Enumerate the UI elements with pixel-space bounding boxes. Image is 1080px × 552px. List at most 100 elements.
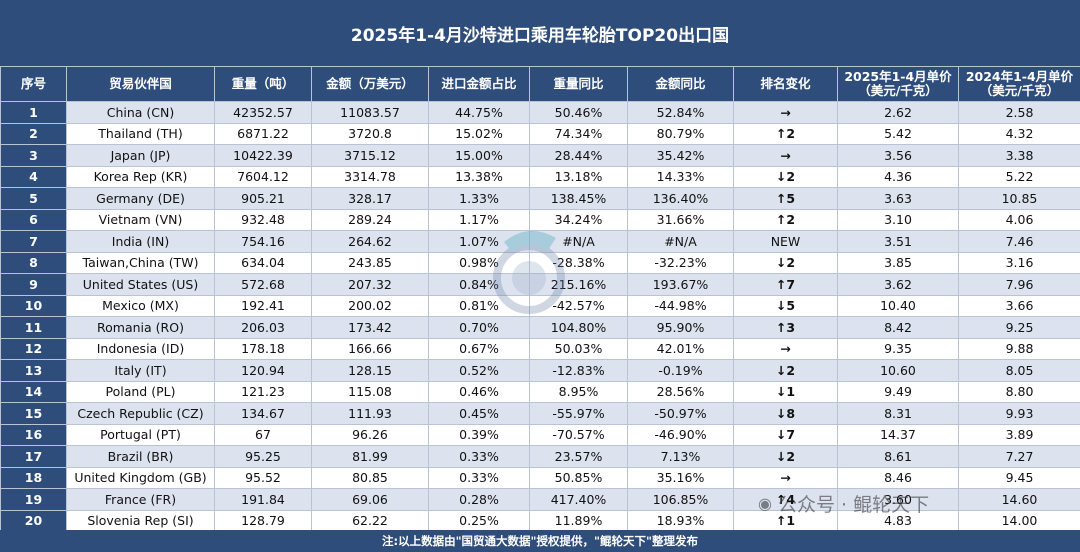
- cell-price-2025: 3.51: [837, 230, 959, 253]
- cell-amount-yoy: 95.90%: [627, 316, 734, 339]
- cell-idx: 17: [0, 445, 67, 468]
- cell-partner: Indonesia (ID): [66, 337, 215, 360]
- cell-amount-yoy: 193.67%: [627, 273, 734, 296]
- cell-amount: 62.22: [311, 509, 429, 532]
- cell-amount-yoy: 14.33%: [627, 165, 734, 188]
- cell-rank-change: →: [733, 337, 838, 360]
- tire-import-table: 序号 贸易伙伴国 重量（吨） 金额（万美元） 进口金额占比 重量同比 金额同比 …: [0, 66, 1080, 532]
- cell-weight: 905.21: [214, 187, 312, 210]
- cell-weight-yoy: 50.85%: [529, 466, 628, 489]
- cell-idx: 9: [0, 273, 67, 296]
- table-row: 11 Romania (RO) 206.03 173.42 0.70% 104.80% 95…: [0, 316, 1080, 339]
- cell-price-2024: 3.89: [958, 423, 1080, 446]
- cell-price-2024: 9.88: [958, 337, 1080, 360]
- cell-price-2024: 8.80: [958, 380, 1080, 403]
- cell-amount-yoy: -44.98%: [627, 294, 734, 317]
- cell-share: 44.75%: [428, 101, 530, 124]
- cell-price-2025: 8.31: [837, 402, 959, 425]
- cell-idx: 11: [0, 316, 67, 339]
- cell-share: 0.81%: [428, 294, 530, 317]
- col-header-price-2025: 2025年1-4月单价（美元/千克）: [837, 66, 959, 102]
- cell-rank-change: ↑1: [733, 509, 838, 532]
- cell-rank-change: NEW: [733, 230, 838, 253]
- cell-rank-change: ↓5: [733, 294, 838, 317]
- table-row: 14 Poland (PL) 121.23 115.08 0.46% 8.95% 28.56…: [0, 380, 1080, 403]
- table-row: 9 United States (US) 572.68 207.32 0.84% 215.…: [0, 273, 1080, 296]
- cell-share: 1.17%: [428, 208, 530, 231]
- cell-weight: 67: [214, 423, 312, 446]
- cell-price-2024: 5.22: [958, 165, 1080, 188]
- cell-partner: Poland (PL): [66, 380, 215, 403]
- cell-weight: 178.18: [214, 337, 312, 360]
- cell-share: 1.33%: [428, 187, 530, 210]
- header-row: 序号 贸易伙伴国 重量（吨） 金额（万美元） 进口金额占比 重量同比 金额同比 …: [0, 66, 1080, 102]
- cell-amount-yoy: -50.97%: [627, 402, 734, 425]
- table-row: 6 Vietnam (VN) 932.48 289.24 1.17% 34.24% 31.6…: [0, 208, 1080, 231]
- cell-weight-yoy: -70.57%: [529, 423, 628, 446]
- cell-weight: 95.52: [214, 466, 312, 489]
- cell-share: 1.07%: [428, 230, 530, 253]
- cell-idx: 7: [0, 230, 67, 253]
- cell-idx: 20: [0, 509, 67, 532]
- cell-price-2024: 3.38: [958, 144, 1080, 167]
- cell-share: 0.67%: [428, 337, 530, 360]
- cell-price-2025: 3.63: [837, 187, 959, 210]
- cell-price-2025: 4.83: [837, 509, 959, 532]
- cell-idx: 5: [0, 187, 67, 210]
- cell-weight-yoy: 13.18%: [529, 165, 628, 188]
- cell-share: 0.52%: [428, 359, 530, 382]
- cell-price-2025: 10.40: [837, 294, 959, 317]
- cell-rank-change: ↓2: [733, 359, 838, 382]
- table-row: 12 Indonesia (ID) 178.18 166.66 0.67% 50.03% 4…: [0, 337, 1080, 360]
- cell-partner: Czech Republic (CZ): [66, 402, 215, 425]
- cell-share: 0.33%: [428, 445, 530, 468]
- cell-idx: 3: [0, 144, 67, 167]
- cell-amount: 80.85: [311, 466, 429, 489]
- cell-amount: 128.15: [311, 359, 429, 382]
- cell-partner: India (IN): [66, 230, 215, 253]
- cell-price-2025: 10.60: [837, 359, 959, 382]
- cell-amount: 166.66: [311, 337, 429, 360]
- cell-amount-yoy: 106.85%: [627, 488, 734, 511]
- cell-amount-yoy: 52.84%: [627, 101, 734, 124]
- cell-amount-yoy: 35.42%: [627, 144, 734, 167]
- cell-partner: United States (US): [66, 273, 215, 296]
- cell-rank-change: ↓7: [733, 423, 838, 446]
- cell-weight: 6871.22: [214, 122, 312, 145]
- cell-amount-yoy: 31.66%: [627, 208, 734, 231]
- col-header-weight-yoy: 重量同比: [529, 66, 628, 102]
- cell-share: 15.00%: [428, 144, 530, 167]
- cell-price-2024: 9.93: [958, 402, 1080, 425]
- cell-partner: Mexico (MX): [66, 294, 215, 317]
- cell-weight-yoy: 28.44%: [529, 144, 628, 167]
- cell-price-2024: 9.45: [958, 466, 1080, 489]
- cell-idx: 2: [0, 122, 67, 145]
- cell-partner: United Kingdom (GB): [66, 466, 215, 489]
- cell-idx: 15: [0, 402, 67, 425]
- cell-price-2024: 7.27: [958, 445, 1080, 468]
- cell-weight: 120.94: [214, 359, 312, 382]
- cell-weight-yoy: 104.80%: [529, 316, 628, 339]
- cell-amount-yoy: 7.13%: [627, 445, 734, 468]
- cell-price-2024: 3.16: [958, 251, 1080, 274]
- cell-amount-yoy: -46.90%: [627, 423, 734, 446]
- cell-price-2025: 14.37: [837, 423, 959, 446]
- cell-weight: 7604.12: [214, 165, 312, 188]
- cell-price-2025: 3.56: [837, 144, 959, 167]
- cell-price-2025: 8.61: [837, 445, 959, 468]
- cell-weight-yoy: -55.97%: [529, 402, 628, 425]
- cell-partner: Italy (IT): [66, 359, 215, 382]
- cell-amount-yoy: -0.19%: [627, 359, 734, 382]
- cell-price-2024: 14.60: [958, 488, 1080, 511]
- col-header-amount-yoy: 金额同比: [627, 66, 734, 102]
- cell-share: 0.25%: [428, 509, 530, 532]
- col-header-rank-change: 排名变化: [733, 66, 838, 102]
- cell-partner: Vietnam (VN): [66, 208, 215, 231]
- col-header-partner: 贸易伙伴国: [66, 66, 215, 102]
- table-row: 19 France (FR) 191.84 69.06 0.28% 417.40% 106.…: [0, 488, 1080, 511]
- cell-rank-change: ↓2: [733, 251, 838, 274]
- table-row: 16 Portugal (PT) 67 96.26 0.39% -70.57% -46.90…: [0, 423, 1080, 446]
- cell-weight-yoy: 23.57%: [529, 445, 628, 468]
- cell-weight-yoy: 11.89%: [529, 509, 628, 532]
